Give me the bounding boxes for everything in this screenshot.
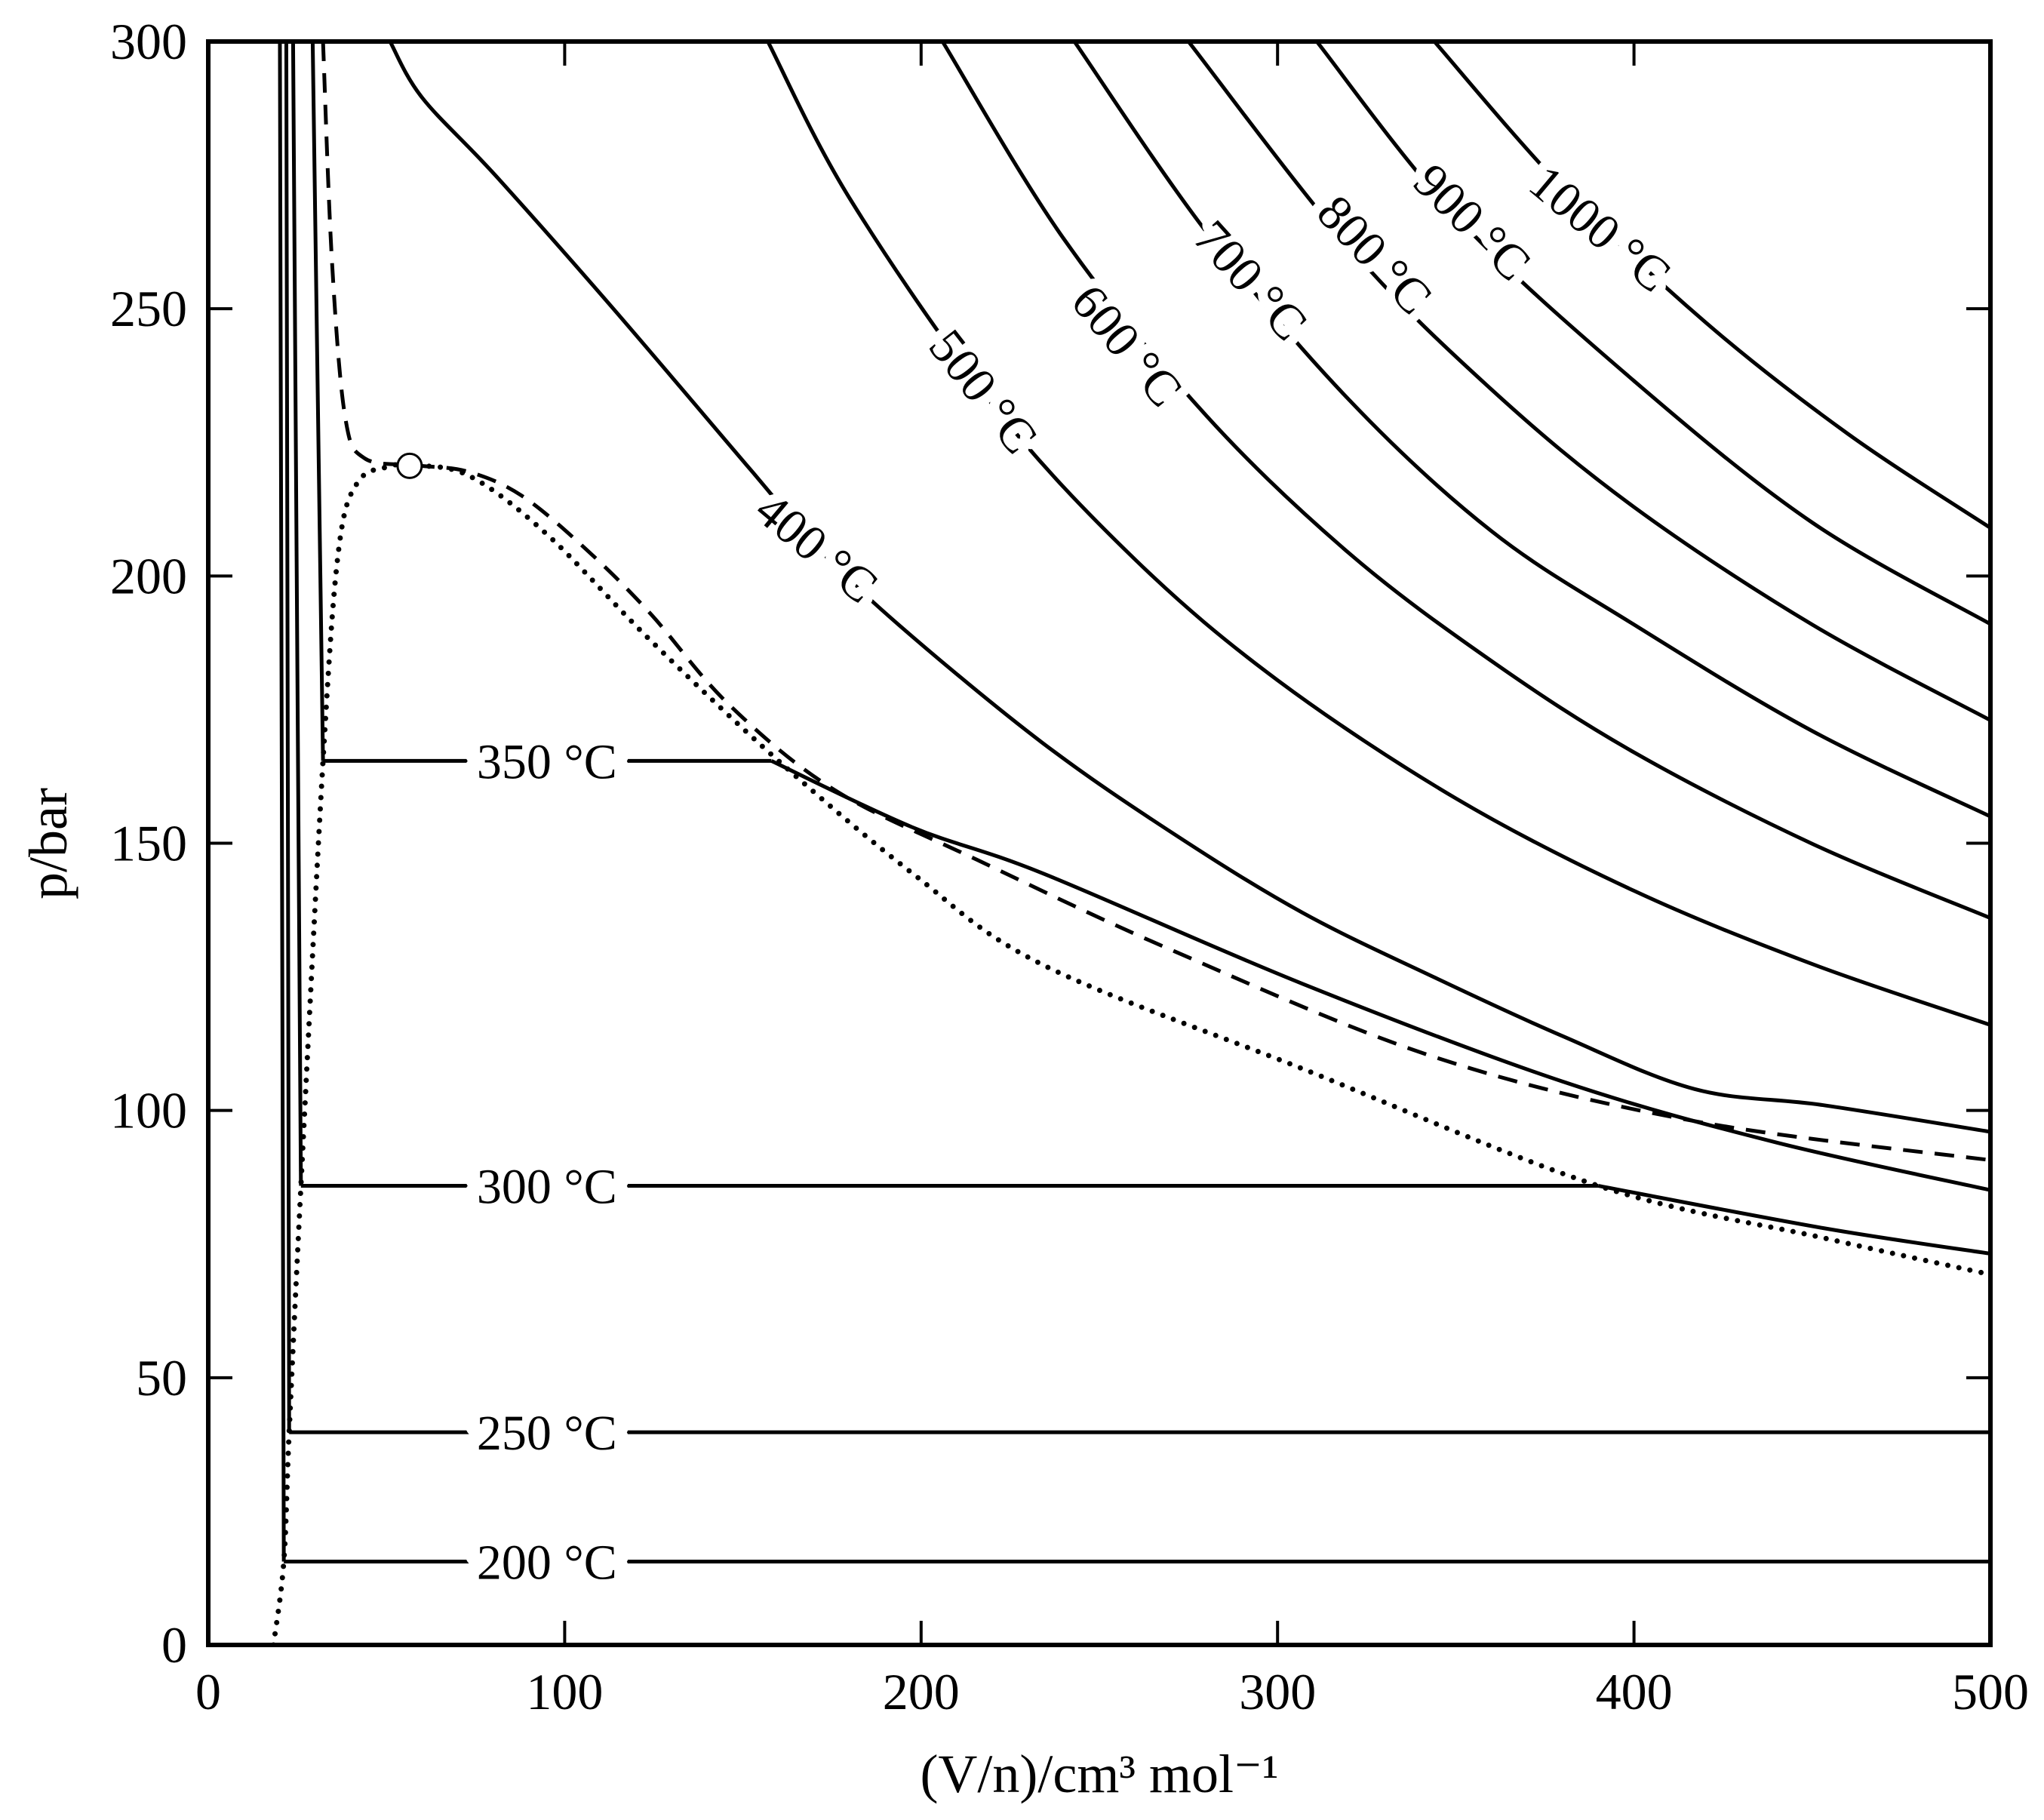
series-300-c-path-2	[1597, 1184, 1990, 1256]
isotherm-label-4: 400 °C	[745, 482, 887, 614]
y-tick-label: 0	[161, 1616, 187, 1674]
series-800-c-path-0	[1187, 42, 1990, 722]
series-900-c-path-0	[1315, 42, 1990, 626]
series-coexistence-curve-path-0	[270, 461, 1990, 1645]
series-500-c-path-0	[766, 42, 1990, 1027]
isotherm-label-2: 300 °C	[477, 1160, 617, 1215]
y-tick-label: 150	[110, 815, 187, 872]
x-tick-label: 400	[1596, 1663, 1673, 1720]
x-tick-label: 500	[1952, 1663, 2029, 1720]
series-350-c-path-2	[770, 759, 1990, 1192]
y-tick-label: 250	[110, 280, 187, 337]
isotherm-label-0: 200 °C	[477, 1536, 617, 1591]
isotherm-curves	[270, 42, 1990, 1645]
isotherm-label-7: 700 °C	[1183, 210, 1318, 351]
y-axis-title: p/bar	[18, 788, 78, 899]
series-400-c-path-0	[388, 42, 1990, 1134]
series-200-c-path-0	[278, 42, 286, 1562]
critical-point-marker	[396, 452, 423, 479]
isotherm-label-6: 600 °C	[1060, 275, 1192, 417]
x-tick-label: 300	[1239, 1663, 1316, 1720]
series-critical-isotherm-path-0	[321, 42, 1990, 1163]
y-tick-label: 300	[110, 13, 187, 70]
y-tick-label: 100	[110, 1082, 187, 1139]
x-tick-label: 200	[883, 1663, 960, 1720]
series-350-c-path-0	[310, 42, 325, 761]
isotherm-label-10: 1000 °C	[1519, 155, 1681, 303]
isotherm-label-5: 500 °C	[918, 319, 1048, 463]
y-tick-label: 200	[110, 547, 187, 604]
series-600-c-path-0	[941, 42, 1990, 920]
x-tick-label: 0	[195, 1663, 221, 1720]
series-700-c-path-0	[1072, 42, 1990, 819]
y-tick-label: 50	[136, 1349, 187, 1407]
isotherm-label-1: 250 °C	[477, 1406, 617, 1461]
x-tick-label: 100	[526, 1663, 603, 1720]
series-1000-c-path-0	[1433, 42, 1990, 530]
series-250-c-path-0	[284, 42, 291, 1433]
series-300-c-path-0	[290, 42, 303, 1186]
axes: 0 100 200 300 400 500 0 50 100 150 200 250 300	[110, 13, 2029, 1720]
isotherm-label-3: 350 °C	[477, 734, 617, 789]
x-axis-title: (V/n)/cm³ mol⁻¹	[920, 1744, 1278, 1804]
